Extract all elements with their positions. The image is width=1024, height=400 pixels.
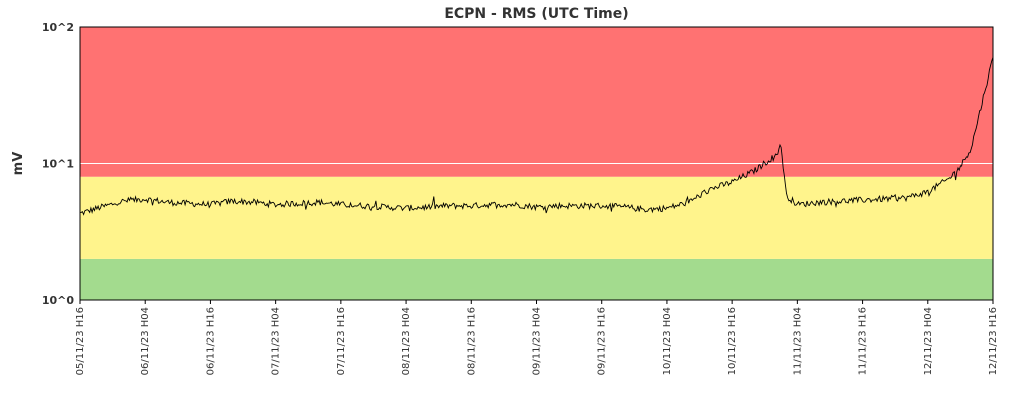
x-tick-label: 11/11/23 H04 (792, 307, 803, 375)
y-tick-label: 10^2 (42, 21, 74, 34)
x-tick-label: 12/11/23 H16 (988, 307, 999, 375)
chart-title: ECPN - RMS (UTC Time) (444, 6, 628, 22)
y-axis-ticks: 10^0 10^1 10^2 (42, 21, 75, 307)
threshold-band-1 (80, 176, 993, 259)
x-tick-label: 10/11/23 H16 (727, 307, 738, 375)
x-tick-label: 07/11/23 H04 (271, 307, 282, 375)
x-tick-label: 06/11/23 H16 (205, 307, 216, 375)
x-tick-label: 09/11/23 H16 (597, 307, 608, 375)
x-axis-ticks: 05/11/23 H16 06/11/23 H04 06/11/23 H16 07/1… (75, 300, 999, 375)
threshold-band-2 (80, 27, 993, 177)
series-line-0 (79, 57, 994, 216)
x-tick-label: 10/11/23 H04 (662, 307, 673, 375)
y-axis-label: mV (11, 152, 26, 176)
x-tick-label: 05/11/23 H16 (75, 307, 86, 375)
x-tick-label: 08/11/23 H16 (466, 307, 477, 375)
series-lines (79, 57, 994, 216)
threshold-band-0 (80, 258, 993, 300)
y-tick-label: 10^1 (42, 158, 74, 171)
x-tick-label: 07/11/23 H16 (336, 307, 347, 375)
threshold-bands (80, 27, 993, 300)
y-tick-label: 10^0 (42, 294, 75, 307)
x-tick-label: 06/11/23 H04 (140, 307, 151, 375)
x-tick-label: 11/11/23 H16 (858, 307, 869, 375)
x-tick-label: 08/11/23 H04 (401, 307, 412, 375)
x-tick-label: 12/11/23 H04 (923, 307, 934, 375)
x-tick-label: 09/11/23 H04 (532, 307, 543, 375)
